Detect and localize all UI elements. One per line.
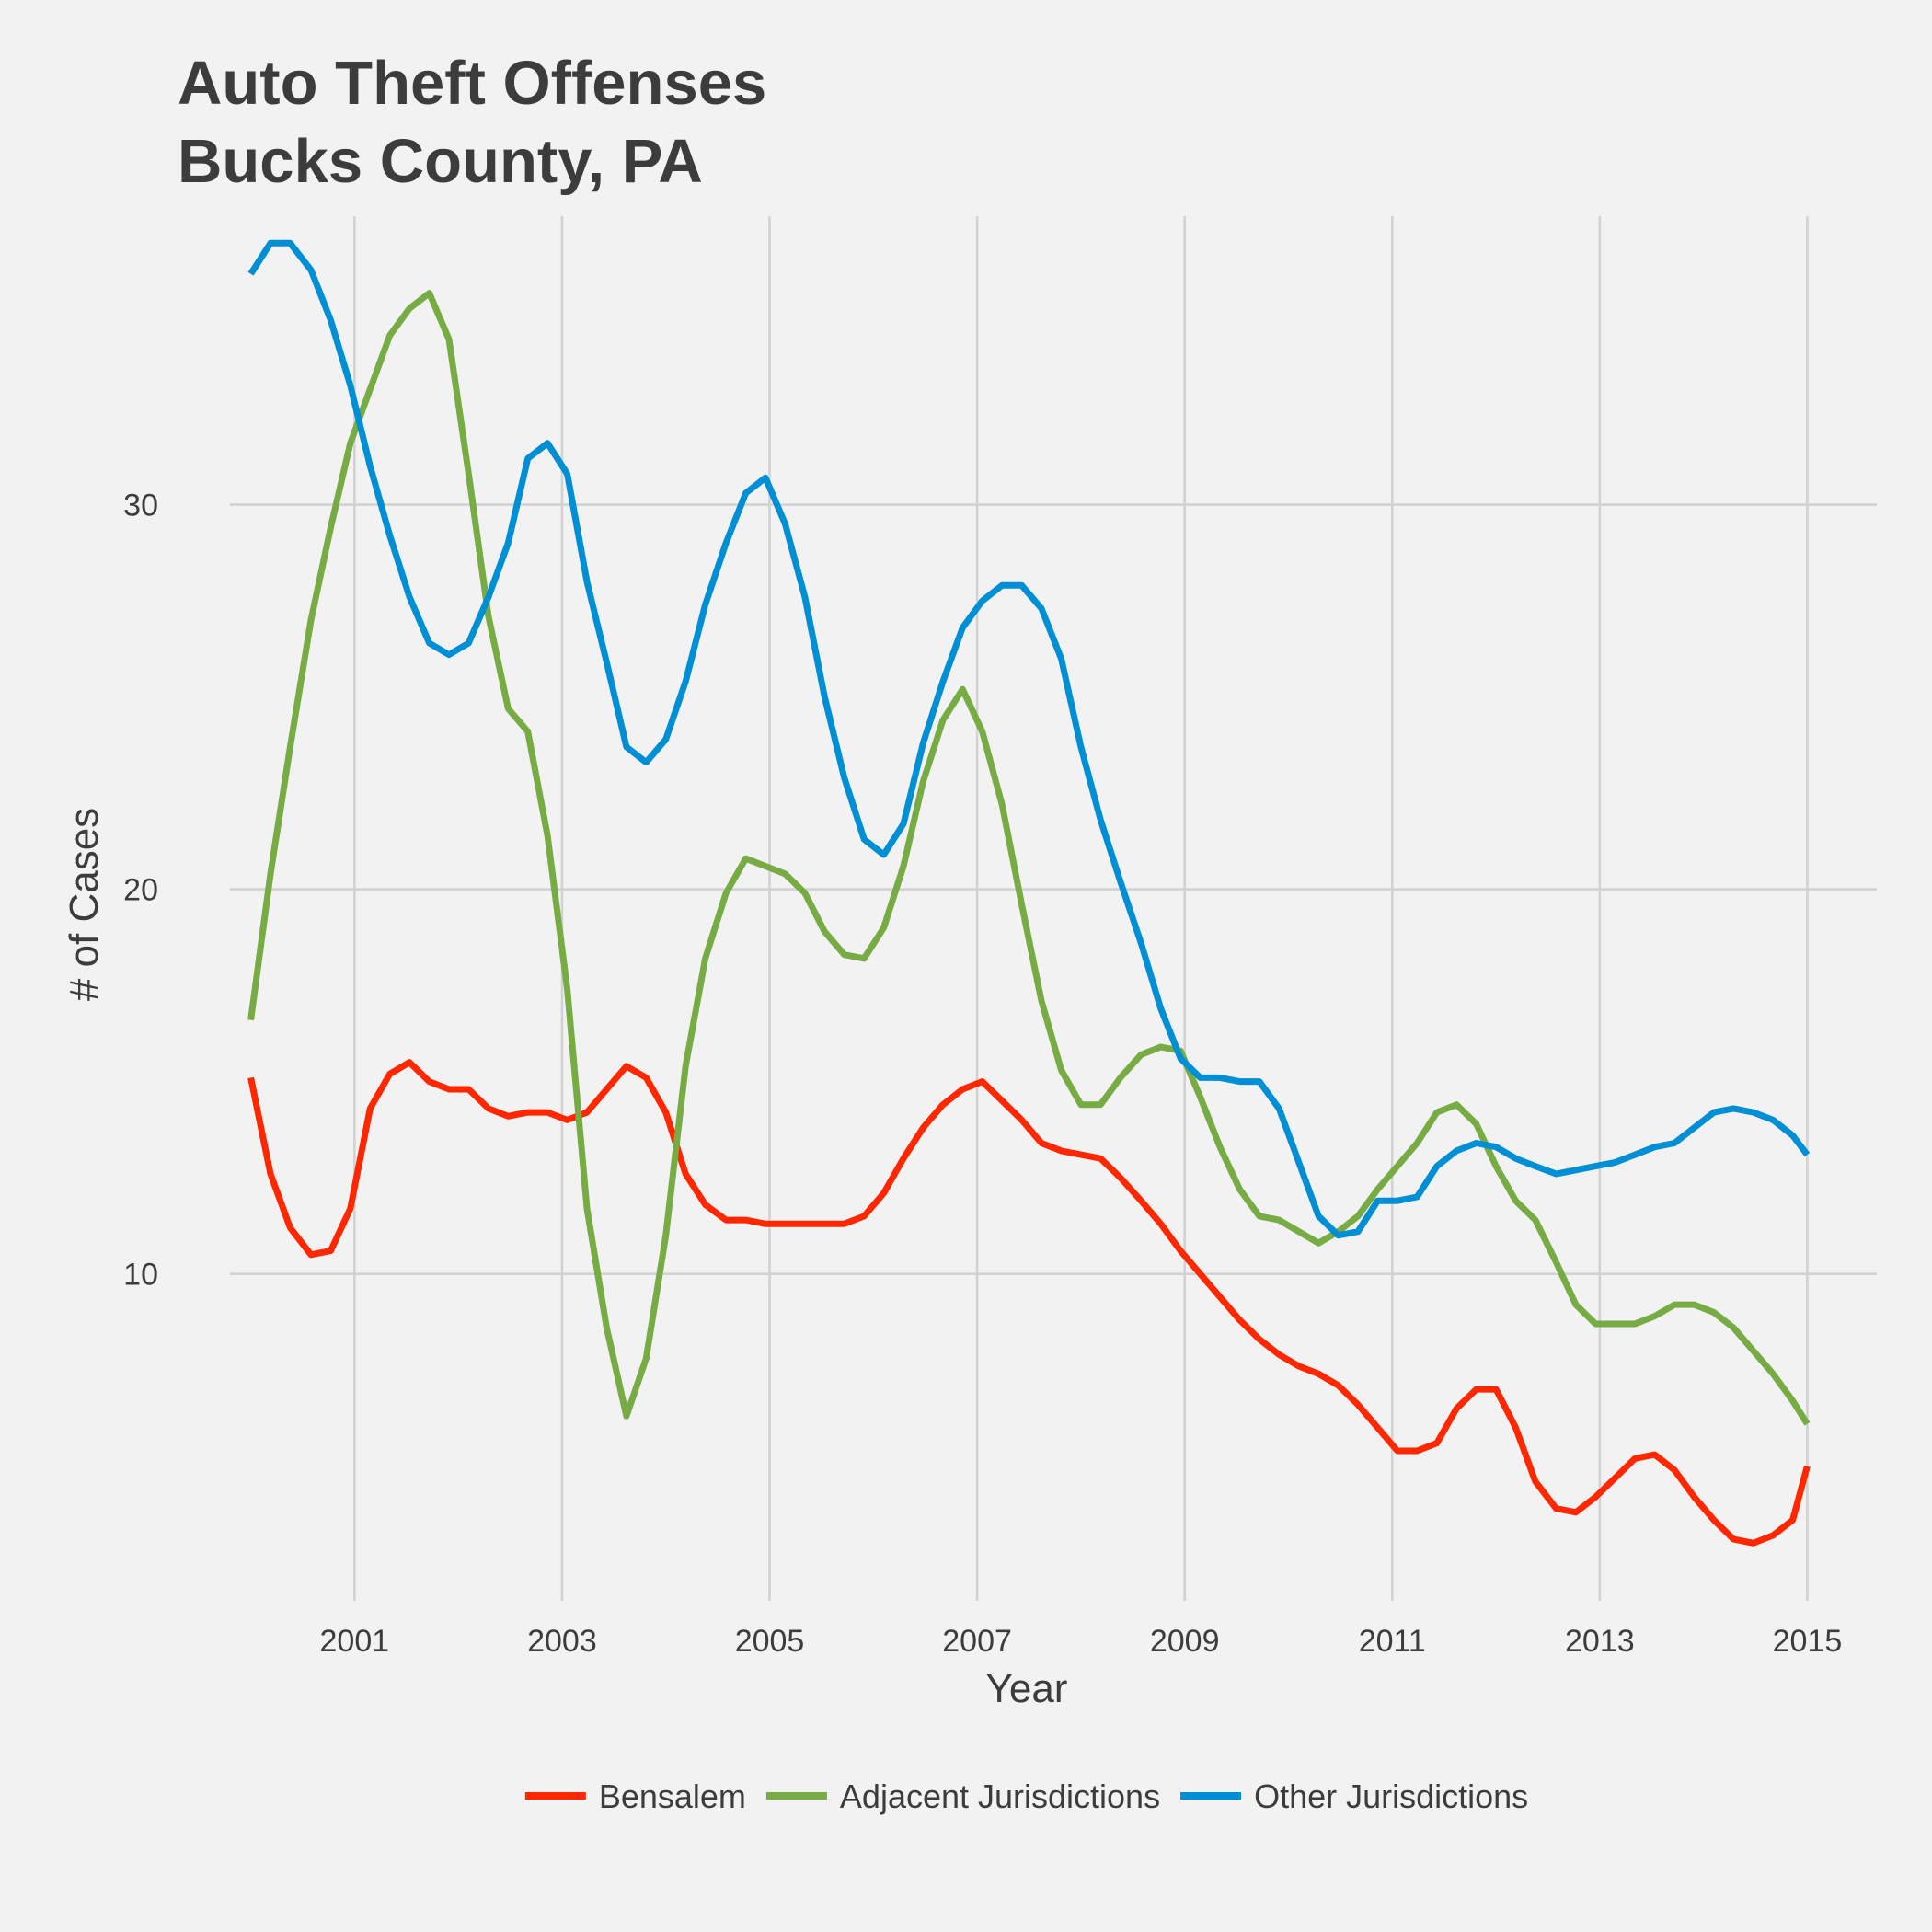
chart-subtitle: Bucks County, PA bbox=[178, 127, 703, 196]
legend-label-bensalem: Bensalem bbox=[599, 1777, 746, 1815]
series-lines bbox=[247, 239, 1811, 1547]
x-tick-label-2003: 2003 bbox=[527, 1624, 597, 1659]
legend-item-bensalem: Bensalem bbox=[524, 1777, 746, 1815]
series-line-adjacent-jurisdictions bbox=[247, 290, 1811, 1426]
y-tick-label-30: 30 bbox=[123, 489, 158, 523]
grid bbox=[230, 216, 1877, 1601]
y-tick-label-20: 20 bbox=[123, 873, 158, 908]
legend-label-adjacent-jurisdictions: Adjacent Jurisdictions bbox=[840, 1777, 1160, 1815]
x-axis-ticks: 2001 2003 2005 2007 2009 2011 2013 2015 bbox=[320, 1624, 1843, 1659]
x-axis-title: Year bbox=[986, 1666, 1068, 1711]
chart-title: Auto Theft Offenses bbox=[178, 49, 766, 118]
x-tick-label-2007: 2007 bbox=[942, 1624, 1012, 1659]
x-tick-label-2013: 2013 bbox=[1565, 1624, 1635, 1659]
y-tick-label-10: 10 bbox=[123, 1258, 158, 1293]
legend-label-other-jurisdictions: Other Jurisdictions bbox=[1254, 1777, 1528, 1815]
legend-item-adjacent-jurisdictions: Adjacent Jurisdictions bbox=[765, 1777, 1160, 1815]
x-tick-label-2001: 2001 bbox=[320, 1624, 390, 1659]
x-tick-label-2009: 2009 bbox=[1150, 1624, 1220, 1659]
y-axis-ticks: 10 20 30 bbox=[123, 489, 158, 1293]
series-line-bensalem bbox=[247, 1059, 1811, 1547]
legend-item-other-jurisdictions: Other Jurisdictions bbox=[1180, 1777, 1528, 1815]
y-axis-title: # of Cases bbox=[62, 808, 107, 1001]
x-tick-label-2005: 2005 bbox=[735, 1624, 805, 1659]
legend: Bensalem Adjacent Jurisdictions Other Juri… bbox=[524, 1777, 1528, 1815]
x-tick-label-2015: 2015 bbox=[1773, 1624, 1843, 1659]
series-line-other-jurisdictions bbox=[247, 239, 1811, 1239]
x-tick-label-2011: 2011 bbox=[1359, 1624, 1426, 1659]
